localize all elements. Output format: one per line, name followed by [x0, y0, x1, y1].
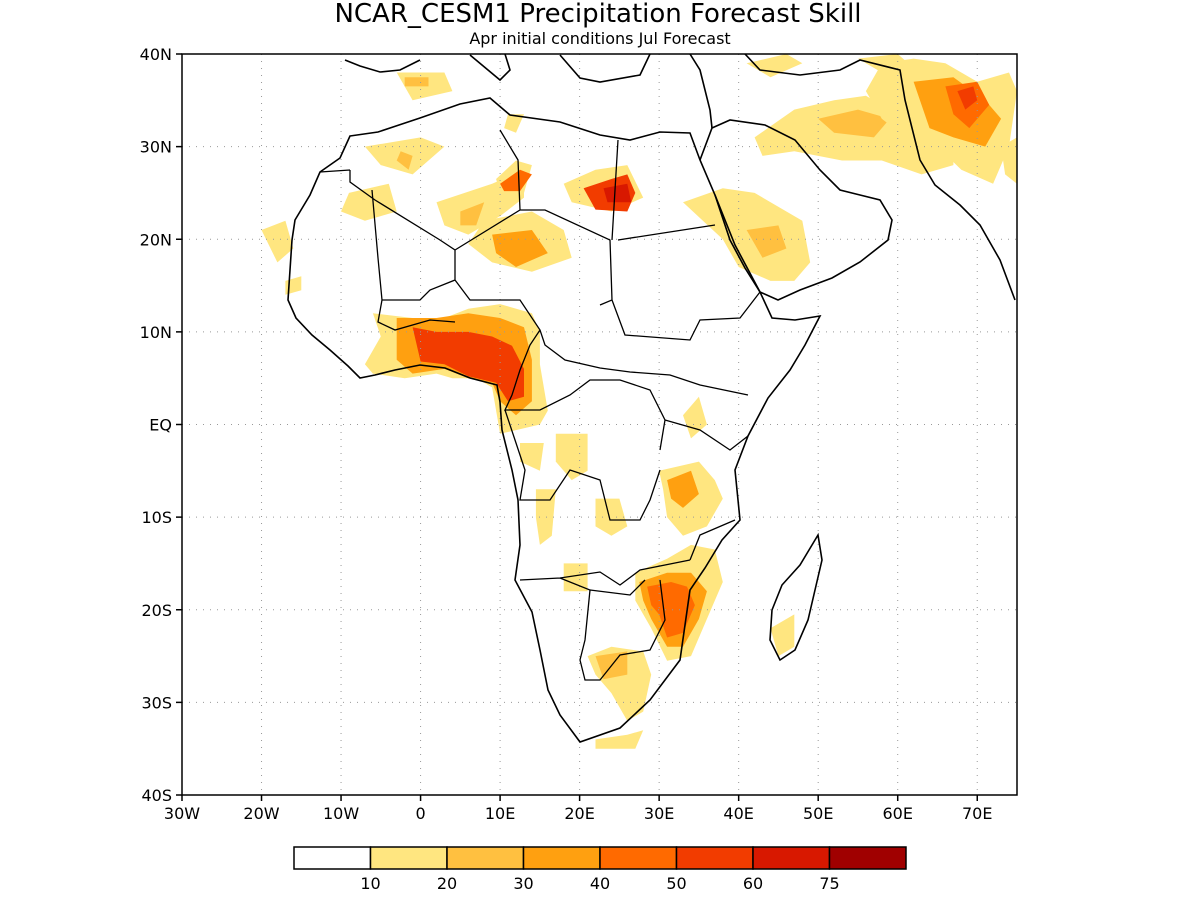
lon-tick-label: 70E [962, 804, 992, 823]
lon-tick-label: 50E [803, 804, 833, 823]
africa-coastline [287, 97, 822, 743]
colorbar-label: 40 [590, 874, 610, 893]
skill-region-21 [746, 225, 787, 258]
plot-frame [181, 53, 1018, 796]
lat-tick-label: EQ [149, 416, 172, 435]
europe-coastline [344, 54, 1016, 301]
lat-tick-label: 30S [141, 693, 172, 712]
figure-title: NCAR_CESM1 Precipitation Forecast Skill [334, 0, 861, 29]
lat-tick-label: 10N [140, 323, 172, 342]
skill-region-20 [683, 188, 811, 281]
skill-region-4 [396, 151, 413, 170]
lon-tick-label: 0 [415, 804, 425, 823]
skill-region-31 [683, 396, 707, 439]
coastlines-and-borders [287, 54, 1016, 743]
latitude-tick-labels: 40N 30N 20N 10N EQ 10S 20S 30S 40S [140, 45, 182, 805]
country-borders [319, 129, 761, 681]
skill-region-13 [603, 183, 632, 203]
skill-region-44 [595, 730, 644, 749]
lon-tick-label: 20E [564, 804, 594, 823]
skill-region-45 [770, 614, 795, 657]
lat-tick-label: 10S [141, 508, 172, 527]
lat-tick-label: 40N [140, 45, 172, 64]
skill-region-38 [520, 443, 544, 471]
skill-region-19 [412, 327, 524, 402]
skill-region-39 [555, 433, 588, 481]
colorbar-swatch [522, 846, 601, 870]
lon-tick-label: 60E [882, 804, 912, 823]
skill-region-14 [261, 220, 294, 263]
skill-region-33 [667, 470, 699, 508]
lon-tick-label: 30E [644, 804, 674, 823]
skill-region-36 [647, 582, 695, 638]
colorbar-swatch [293, 846, 372, 870]
lat-tick-label: 20N [140, 230, 172, 249]
skill-region-37 [595, 498, 628, 536]
lon-tick-label: 30W [164, 804, 200, 823]
colorbar-swatch [599, 846, 678, 870]
colorbar-swatch [828, 846, 907, 870]
colorbar-label: 50 [666, 874, 686, 893]
madagascar-coastline [769, 532, 823, 662]
colorbar-label: 60 [743, 874, 763, 893]
skill-region-2 [504, 114, 524, 133]
lon-tick-label: 20W [243, 804, 279, 823]
lat-tick-label: 30N [140, 138, 172, 157]
skill-region-41 [563, 563, 588, 592]
colorbar-label: 10 [360, 874, 380, 893]
longitude-tick-labels: 30W 20W 10W 0 10E 20E 30E 40E 50E 60E 70E [164, 795, 992, 823]
colorbar-swatch [675, 846, 754, 870]
lon-tick-label: 10W [323, 804, 359, 823]
skill-region-8 [500, 169, 532, 192]
colorbar-label: 20 [437, 874, 457, 893]
lon-tick-label: 40E [723, 804, 753, 823]
skill-region-23 [818, 109, 890, 138]
colorbar-swatch [369, 846, 448, 870]
skill-region-40 [535, 489, 556, 545]
skill-region-29 [1001, 137, 1017, 184]
colorbar-swatch [446, 846, 525, 870]
skill-region-10 [492, 230, 548, 267]
colorbar-label: 75 [819, 874, 839, 893]
skill-region-15 [341, 183, 397, 221]
skill-region-28 [858, 54, 914, 73]
figure-subtitle: Apr initial conditions Jul Forecast [469, 29, 730, 48]
skill-region-1 [404, 77, 429, 87]
colorbar-legend: 10 20 30 40 50 60 75 [293, 846, 907, 893]
skill-region-27 [957, 86, 978, 110]
colorbar-label: 30 [513, 874, 533, 893]
skill-shading-layer [261, 54, 1017, 749]
colorbar-swatch [752, 846, 831, 870]
lat-tick-label: 40S [141, 786, 172, 805]
skill-region-30 [746, 54, 803, 78]
lat-lon-grid [182, 54, 1017, 795]
lat-tick-label: 20S [141, 601, 172, 620]
skill-region-6 [460, 202, 485, 226]
lon-tick-label: 10E [485, 804, 515, 823]
